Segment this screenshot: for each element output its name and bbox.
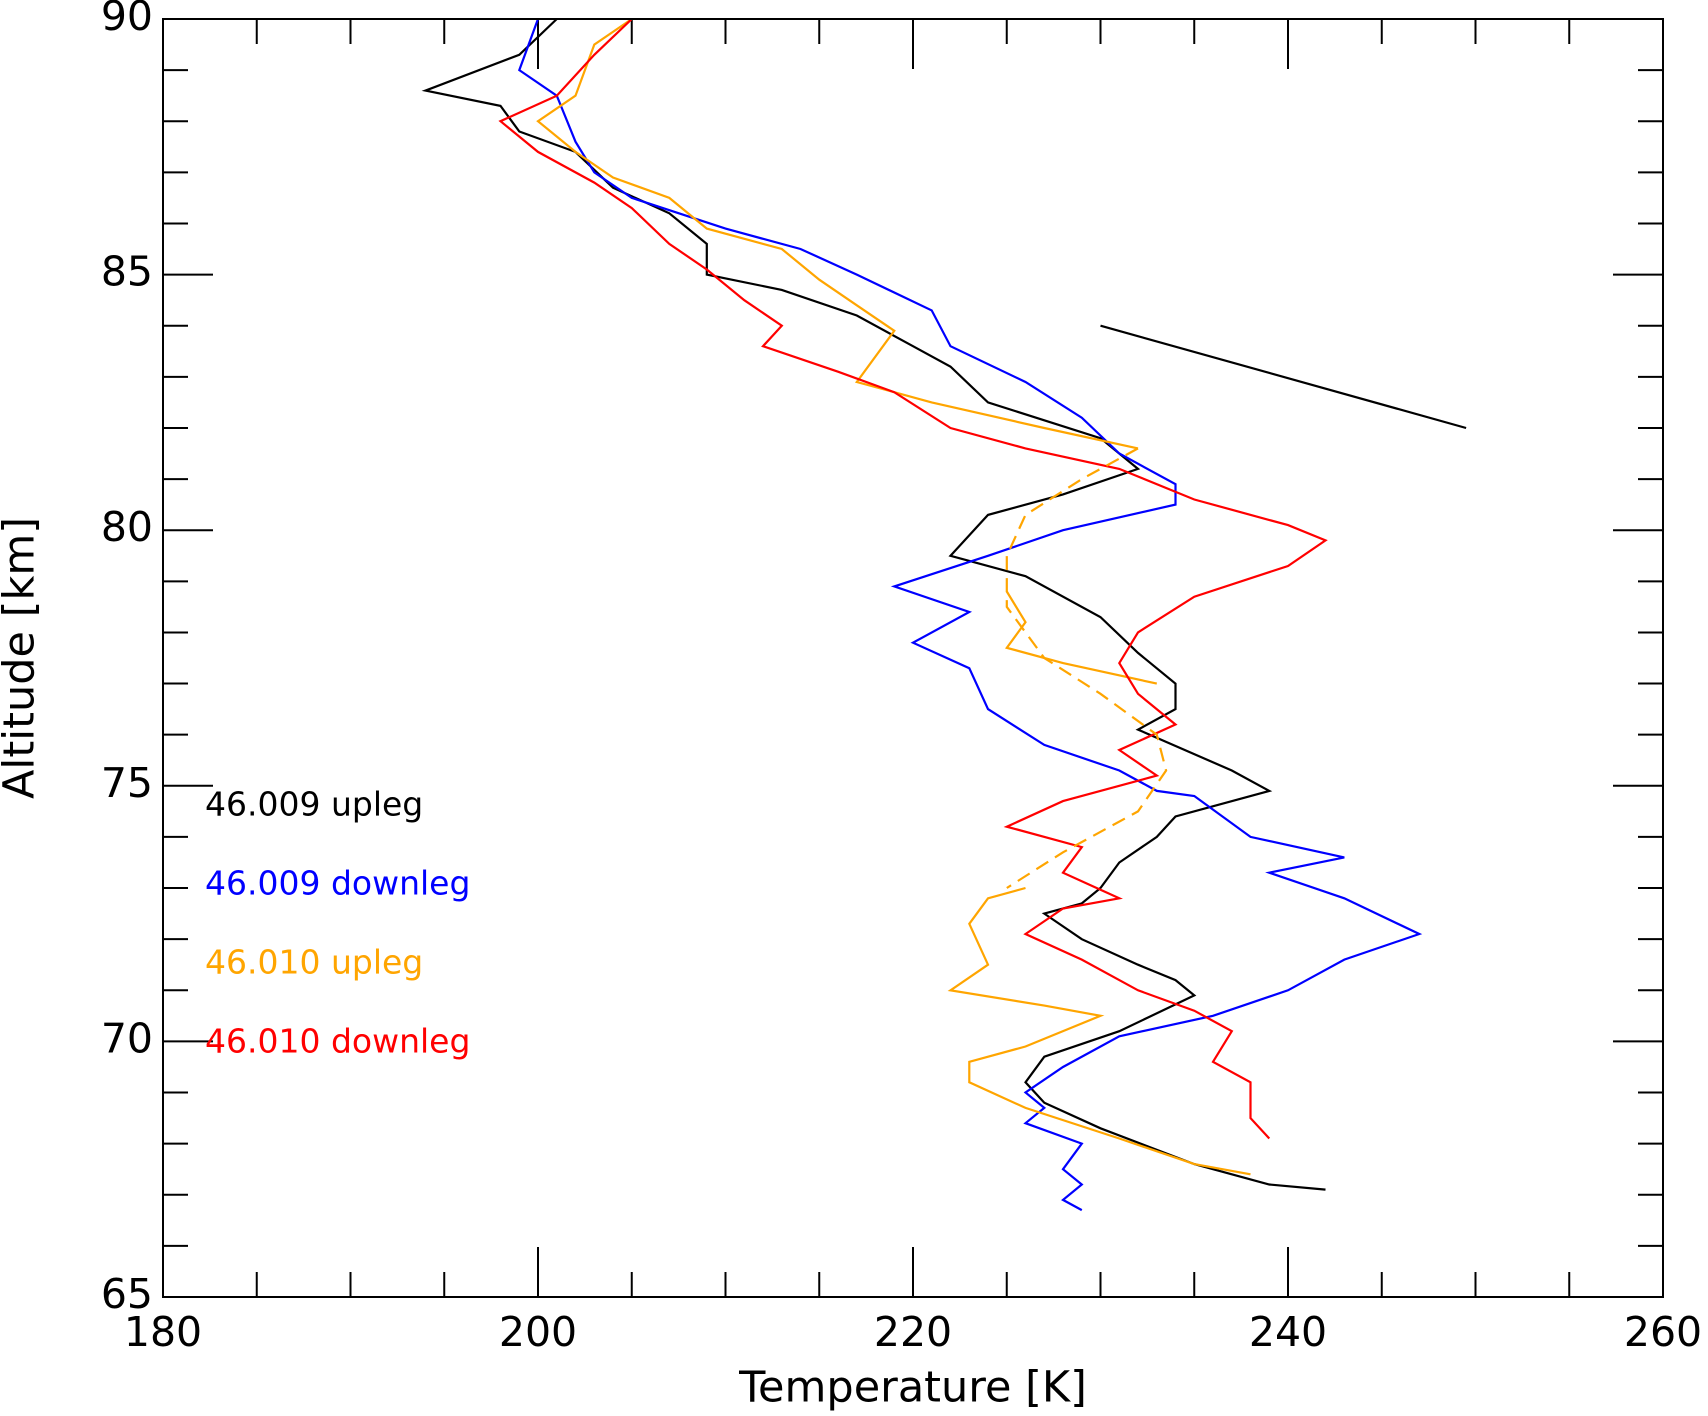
- y-tick-label: 70: [101, 1014, 153, 1062]
- x-tick-label: 260: [1624, 1308, 1702, 1356]
- x-tick-label: 180: [124, 1308, 202, 1356]
- y-tick-label: 80: [101, 503, 153, 551]
- x-axis-title: Temperature [K]: [738, 1363, 1087, 1413]
- legend-label: 46.010 upleg: [205, 943, 423, 982]
- line: [498, 18, 1328, 1140]
- x-tick-label: 220: [874, 1308, 952, 1356]
- x-tick-label: 240: [1249, 1308, 1327, 1356]
- y-tick-label: 65: [101, 1270, 153, 1318]
- plot-frame: [162, 18, 1664, 1298]
- line: [517, 18, 1423, 1212]
- y-tick-label: 90: [101, 0, 153, 40]
- y-tick-label: 75: [101, 759, 153, 807]
- legend-label: 46.010 downleg: [205, 1022, 470, 1061]
- legend-label: 46.009 upleg: [205, 785, 423, 824]
- x-tick-label: 200: [499, 1308, 577, 1356]
- line: [536, 18, 1251, 1176]
- line: [1100, 324, 1467, 430]
- y-tick-label: 85: [101, 248, 153, 296]
- line: [421, 18, 1326, 1191]
- legend-label: 46.009 downleg: [205, 864, 470, 903]
- y-axis-title: Altitude [km]: [0, 517, 45, 799]
- line: [1005, 447, 1168, 889]
